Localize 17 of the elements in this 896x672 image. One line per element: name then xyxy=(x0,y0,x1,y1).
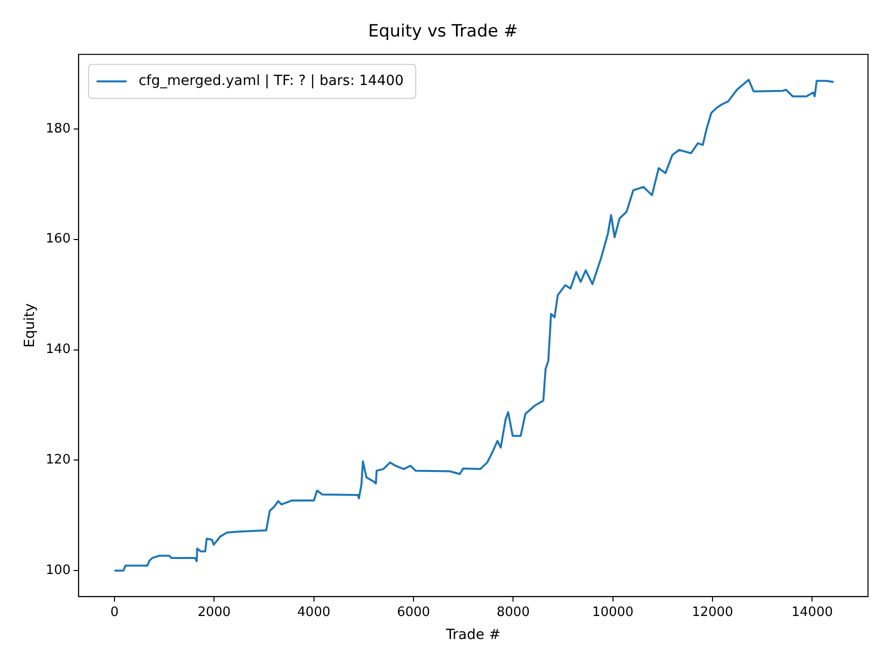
x-tick-label: 0 xyxy=(110,604,119,620)
x-axis-title: Trade # xyxy=(445,627,501,644)
x-tick-label: 8000 xyxy=(496,604,530,620)
y-tick-label: 120 xyxy=(46,452,71,468)
y-axis-title: Equity xyxy=(22,303,38,348)
legend-label: cfg_merged.yaml | TF: ? | bars: 14400 xyxy=(138,73,404,90)
chart-title: Equity vs Trade # xyxy=(368,22,518,42)
x-tick-label: 6000 xyxy=(396,604,430,620)
x-tick-label: 14000 xyxy=(792,604,833,620)
x-tick-label: 4000 xyxy=(297,604,330,620)
y-tick-label: 160 xyxy=(46,232,71,247)
x-tick-label: 2000 xyxy=(198,604,231,620)
y-tick-label: 140 xyxy=(46,342,71,358)
x-tick-label: 10000 xyxy=(592,604,634,620)
y-tick-label: 100 xyxy=(46,563,71,578)
x-tick-label: 12000 xyxy=(692,604,734,620)
y-tick-label: 180 xyxy=(46,121,71,136)
